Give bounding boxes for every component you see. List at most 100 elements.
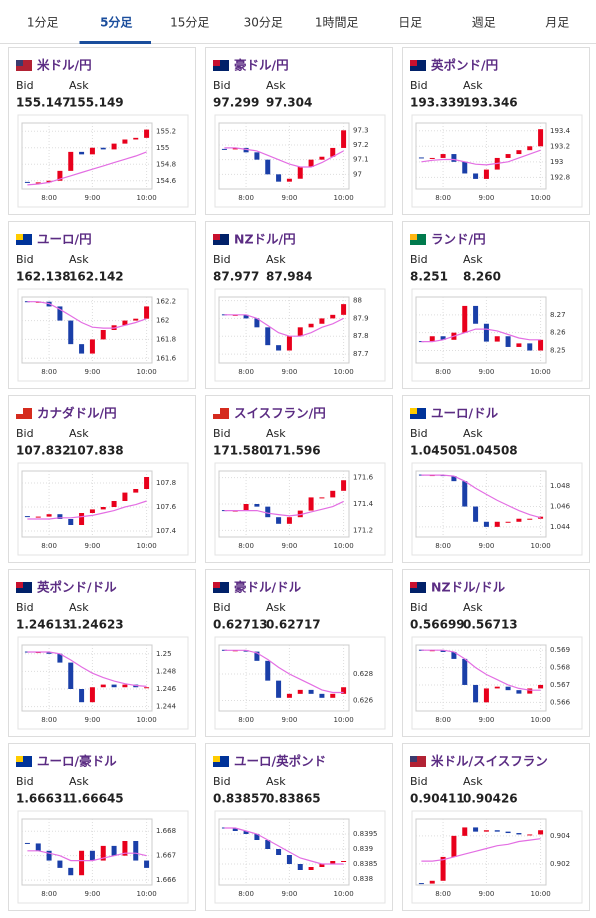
candle (35, 516, 41, 518)
pair-title[interactable]: ユーロ/円 (37, 232, 92, 247)
y-tick-label: 1.244 (156, 703, 177, 711)
candle (286, 855, 292, 864)
flag (410, 756, 426, 767)
tab[interactable]: 30分足 (244, 16, 283, 30)
candle (462, 827, 468, 836)
bid-label: Bid (213, 79, 231, 92)
plot-area (218, 296, 350, 364)
candle (527, 688, 533, 694)
y-tick-label: 1.666 (156, 876, 177, 884)
x-tick-label: 8:00 (435, 542, 451, 550)
ask-label: Ask (463, 775, 483, 788)
pair-title[interactable]: ユーロ/英ポンド (234, 754, 326, 769)
candle (100, 684, 106, 688)
candle (341, 130, 347, 148)
plot-area (415, 296, 547, 364)
pair-title[interactable]: ユーロ/豪ドル (37, 754, 117, 769)
flag (410, 408, 417, 414)
pair-title[interactable]: 米ドル/スイスフラン (430, 754, 548, 769)
pair-title[interactable]: ユーロ/ドル (431, 406, 499, 421)
y-tick-label: 171.6 (353, 474, 374, 482)
candle (35, 182, 41, 184)
candle (100, 845, 106, 861)
tab[interactable]: 15分足 (170, 16, 209, 30)
candle (451, 835, 457, 857)
y-tick-label: 154.6 (156, 177, 177, 185)
chart-frame (214, 462, 386, 556)
tab[interactable]: 月足 (545, 16, 569, 30)
candle (473, 684, 479, 703)
pair-title[interactable]: NZドル/円 (234, 232, 296, 247)
y-tick-label: 0.568 (550, 664, 570, 672)
tab[interactable]: 5分足 (100, 15, 132, 30)
candle (68, 320, 74, 345)
candle (232, 147, 238, 150)
plot-area (415, 122, 547, 190)
pair-title[interactable]: 英ポンド/ドル (37, 580, 117, 595)
tab[interactable]: 週足 (472, 16, 496, 30)
candle (462, 305, 468, 333)
y-tick-label: 1.668 (156, 827, 176, 835)
x-tick-label: 8:00 (435, 368, 451, 376)
pair-title[interactable]: 米ドル/円 (36, 58, 92, 73)
pair-title[interactable]: 豪ドル/円 (234, 58, 289, 73)
y-tick-label: 0.902 (550, 860, 570, 868)
bid-value: 171.580 (213, 444, 268, 458)
flag (213, 756, 229, 767)
pair-title[interactable]: スイスフラン/円 (234, 406, 326, 421)
moving-average (27, 850, 147, 862)
ask-label: Ask (463, 601, 483, 614)
candle (297, 327, 303, 337)
x-tick-label: 10:00 (530, 716, 550, 724)
chart-frame (411, 810, 583, 904)
pair-title[interactable]: カナダドル/円 (37, 406, 117, 421)
pair-title[interactable]: 豪ドル/ドル (234, 580, 302, 595)
plot-area (21, 470, 153, 538)
flag (410, 60, 417, 66)
candle (144, 687, 150, 689)
candle (297, 864, 303, 870)
candle (133, 318, 139, 321)
x-tick-label: 8:00 (41, 716, 57, 724)
flag (16, 60, 32, 71)
y-tick-label: 0.904 (550, 832, 571, 840)
y-tick-label: 162 (156, 317, 169, 325)
candle (527, 834, 533, 836)
candle (527, 343, 533, 351)
tab[interactable]: 1時間足 (315, 16, 359, 30)
candle (429, 336, 435, 342)
candle (79, 151, 85, 155)
candle (254, 318, 260, 328)
candle (494, 830, 500, 832)
y-tick-label: 107.6 (156, 503, 177, 511)
candle (122, 684, 128, 688)
tab[interactable]: 日足 (398, 16, 422, 30)
candle (243, 650, 249, 652)
y-tick-label: 1.248 (156, 667, 176, 675)
plot-area (21, 296, 153, 364)
x-tick-label: 8:00 (41, 890, 57, 898)
bid-value: 8.251 (410, 270, 448, 284)
moving-average (421, 328, 541, 343)
candle (527, 146, 533, 151)
bid-value: 0.83857 (213, 792, 268, 806)
candle (516, 150, 522, 155)
bid-value: 193.339 (410, 96, 465, 110)
tab[interactable]: 1分足 (27, 16, 59, 30)
y-tick-label: 192.8 (550, 173, 570, 181)
pair-title[interactable]: 英ポンド/円 (431, 58, 498, 73)
chart-frame (17, 462, 189, 556)
candle (265, 327, 271, 346)
y-tick-label: 1.667 (156, 852, 176, 860)
candle (494, 686, 500, 689)
candle (473, 827, 479, 832)
pair-title[interactable]: ランド/円 (431, 232, 486, 247)
candle (440, 650, 446, 652)
ask-value: 162.142 (69, 270, 124, 284)
candle (79, 850, 85, 876)
y-tick-label: 0.839 (353, 845, 373, 853)
pair-title[interactable]: NZドル/ドル (431, 580, 506, 595)
candle (516, 518, 522, 522)
y-tick-label: 0.8395 (353, 830, 378, 838)
candle (254, 504, 260, 507)
